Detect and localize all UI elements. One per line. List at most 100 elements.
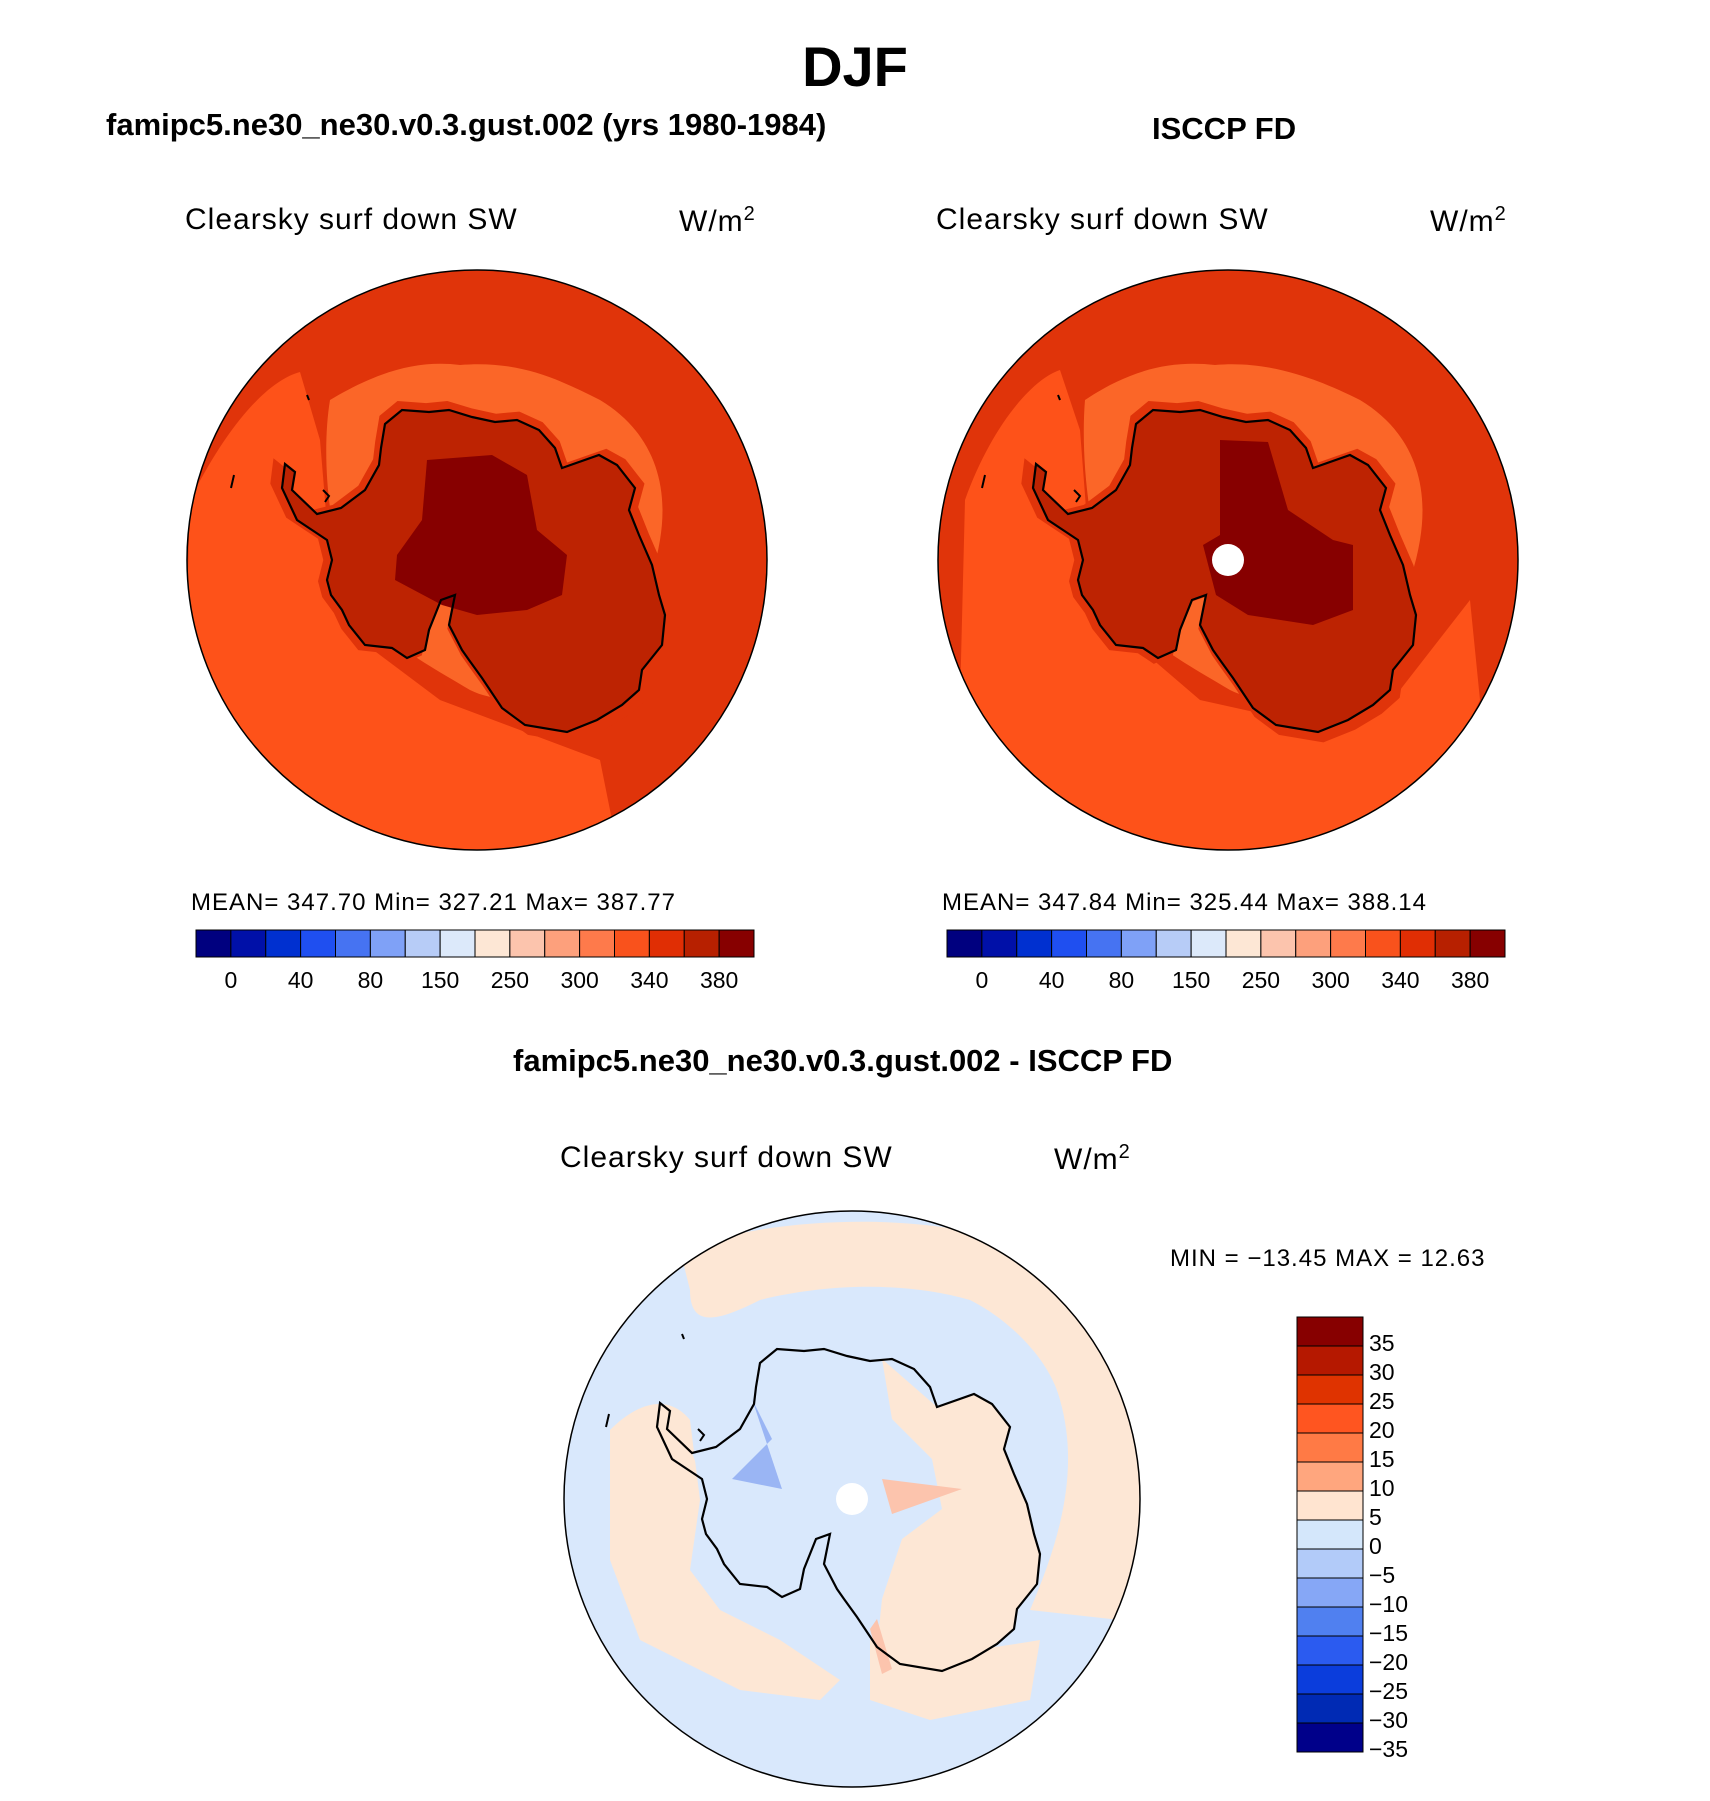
diff-colorbar-swatch xyxy=(1296,1577,1364,1608)
obs-colorbar-swatch xyxy=(1434,929,1471,958)
obs-colorbar-swatch xyxy=(1155,929,1192,958)
diff-minmax: MIN = −13.45 MAX = 12.63 xyxy=(1170,1245,1486,1272)
coast-islands xyxy=(306,394,310,401)
diff-colorbar-tick-label: −10 xyxy=(1369,1591,1409,1617)
model-colorbar-swatch xyxy=(439,929,476,958)
units-text: W/m xyxy=(1054,1143,1119,1176)
map-region-380 xyxy=(1203,440,1353,625)
obs-colorbar-swatch xyxy=(946,929,983,958)
obs-colorbar-swatch xyxy=(1120,929,1157,958)
coast-islands xyxy=(1057,394,1061,401)
diff-colorbar xyxy=(1296,1316,1364,1753)
diff-map xyxy=(563,1210,1141,1788)
model-units-label: W/m2 xyxy=(679,203,756,239)
model-colorbar-swatch xyxy=(230,929,267,958)
obs-colorbar-tick-label: 380 xyxy=(1450,967,1490,993)
diff-colorbar-swatch xyxy=(1296,1461,1364,1492)
model-colorbar-swatch xyxy=(195,929,232,958)
diff-colorbar-tick-label: 0 xyxy=(1369,1533,1382,1559)
model-panel-title: famipc5.ne30_ne30.v0.3.gust.002 (yrs 198… xyxy=(106,107,827,142)
diff-colorbar-tick-label: −20 xyxy=(1369,1649,1409,1675)
obs-colorbar-swatch xyxy=(1016,929,1053,958)
model-stats: MEAN= 347.70 Min= 327.21 Max= 387.77 xyxy=(191,889,676,916)
obs-colorbar-swatch xyxy=(981,929,1018,958)
model-colorbar-swatch xyxy=(614,929,650,958)
obs-colorbar-tick-label: 250 xyxy=(1241,967,1281,993)
diff-region-positive xyxy=(680,1221,1140,1620)
obs-colorbar-swatch xyxy=(1051,929,1087,958)
diff-colorbar-swatch xyxy=(1296,1606,1364,1637)
map-border xyxy=(937,269,1519,851)
diff-antarctic-west xyxy=(692,1349,937,1549)
diff-colorbar-tick-label: −15 xyxy=(1369,1620,1409,1646)
obs-colorbar-tick-label: 340 xyxy=(1381,967,1420,993)
obs-variable-label: Clearsky surf down SW xyxy=(936,203,1269,236)
diff-colorbar-swatch xyxy=(1296,1490,1364,1521)
map-region-330 xyxy=(960,370,1480,850)
diff-colorbar-swatch xyxy=(1296,1403,1364,1434)
diff-colorbar-swatch xyxy=(1296,1519,1364,1550)
units-superscript: 2 xyxy=(743,203,756,225)
model-colorbar-swatch xyxy=(544,929,581,958)
diff-colorbar-swatch xyxy=(1296,1664,1364,1695)
model-colorbar-swatch xyxy=(718,929,755,958)
diff-colorbar-swatch xyxy=(1296,1374,1364,1405)
diff-colorbar-tick-label: −35 xyxy=(1369,1736,1409,1762)
model-colorbar-swatch xyxy=(474,929,511,958)
units-superscript: 2 xyxy=(1118,1141,1131,1163)
model-map xyxy=(186,269,768,851)
diff-colorbar-tick-label: 10 xyxy=(1369,1475,1395,1501)
diff-colorbar-swatch xyxy=(1296,1722,1364,1753)
diff-colorbar-tick-label: 5 xyxy=(1369,1504,1382,1530)
map-border xyxy=(186,269,768,851)
obs-panel-title: ISCCP FD xyxy=(1152,111,1297,146)
map-region-380 xyxy=(395,455,567,615)
model-colorbar-swatch xyxy=(404,929,441,958)
diff-colorbar-tick-label: 20 xyxy=(1369,1417,1395,1443)
diff-colorbar-swatch xyxy=(1296,1345,1364,1376)
model-colorbar-swatch xyxy=(300,929,336,958)
model-colorbar-swatch xyxy=(335,929,371,958)
diff-patch-negative xyxy=(732,1399,782,1489)
obs-stats: MEAN= 347.84 Min= 325.44 Max= 388.14 xyxy=(942,889,1427,916)
diff-colorbar-swatch xyxy=(1296,1316,1364,1347)
obs-colorbar-tick-label: 300 xyxy=(1311,967,1350,993)
obs-colorbar-tick-label: 150 xyxy=(1171,967,1211,993)
diff-region-positive xyxy=(610,1403,840,1700)
obs-colorbar-swatch xyxy=(1330,929,1366,958)
model-colorbar-swatch xyxy=(265,929,302,958)
diff-colorbar-swatch xyxy=(1296,1432,1364,1463)
obs-colorbar-swatch xyxy=(1399,929,1436,958)
coast-islands xyxy=(230,474,235,489)
diff-colorbar-tick-label: 30 xyxy=(1369,1359,1395,1385)
obs-units-label: W/m2 xyxy=(1430,203,1507,239)
model-colorbar-swatch xyxy=(683,929,720,958)
obs-map xyxy=(937,269,1519,851)
coast-islands xyxy=(322,489,331,503)
obs-colorbar-tick-label: 0 xyxy=(975,967,989,993)
obs-colorbar-swatch xyxy=(1086,929,1122,958)
pole-hole xyxy=(1212,544,1244,576)
model-colorbar xyxy=(195,929,755,958)
model-colorbar-tick-label: 0 xyxy=(224,967,238,993)
model-colorbar-swatch xyxy=(648,929,685,958)
pole-hole xyxy=(836,1483,868,1515)
obs-colorbar-swatch xyxy=(1260,929,1297,958)
diff-colorbar-tick-label: 25 xyxy=(1369,1388,1395,1414)
diff-colorbar-tick-label: −30 xyxy=(1369,1707,1409,1733)
coast-islands xyxy=(605,1413,610,1428)
coast-islands xyxy=(1073,489,1082,503)
diff-patch-positive xyxy=(882,1479,962,1514)
model-colorbar-swatch xyxy=(369,929,406,958)
model-colorbar-swatch xyxy=(509,929,546,958)
model-colorbar-tick-label: 150 xyxy=(420,967,460,993)
model-variable-label: Clearsky surf down SW xyxy=(185,203,518,236)
obs-colorbar-tick-label: 80 xyxy=(1108,967,1135,993)
obs-colorbar-swatch xyxy=(1295,929,1332,958)
diff-colorbar-swatch xyxy=(1296,1635,1364,1666)
diff-colorbar-tick-label: 15 xyxy=(1369,1446,1395,1472)
diff-patch-positive xyxy=(870,1619,892,1674)
diff-panel-title: famipc5.ne30_ne30.v0.3.gust.002 - ISCCP … xyxy=(513,1043,1173,1078)
units-text: W/m xyxy=(679,205,744,238)
diff-colorbar-swatch xyxy=(1296,1548,1364,1579)
